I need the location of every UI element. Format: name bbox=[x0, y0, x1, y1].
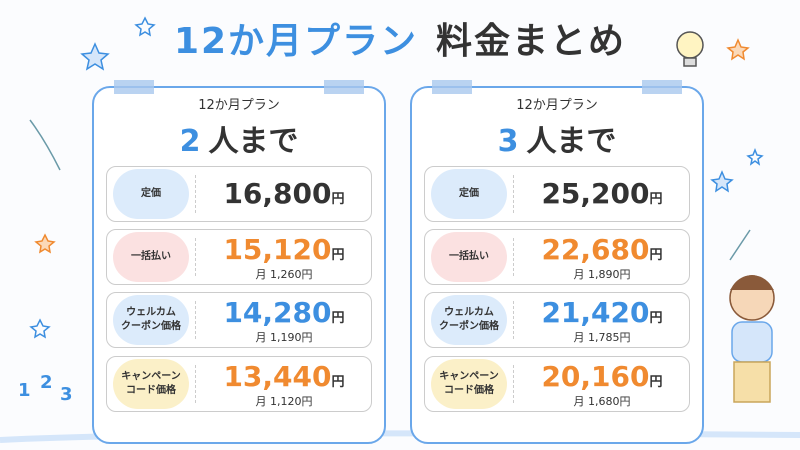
price: 13,440円 bbox=[197, 360, 371, 393]
tape bbox=[114, 80, 154, 94]
title-rest: 料金まとめ bbox=[436, 21, 627, 62]
price-row: 定価 16,800円 bbox=[106, 166, 372, 222]
divider bbox=[195, 365, 196, 403]
price-label: 定価 bbox=[431, 169, 507, 219]
monthly-price: 月 1,190円 bbox=[255, 331, 313, 344]
member-suffix: 人まで bbox=[208, 124, 299, 159]
monthly-price: 月 1,890円 bbox=[573, 268, 631, 281]
price-value: 21,420 bbox=[541, 296, 650, 329]
price: 21,420円 bbox=[515, 296, 689, 329]
price-row: ウェルカム クーポン価格 14,280円月 1,190円 bbox=[106, 292, 372, 348]
label-line: クーポン価格 bbox=[439, 321, 499, 332]
price-unit: 円 bbox=[331, 192, 345, 207]
price-label: キャンペーン コード価格 bbox=[431, 359, 507, 409]
price-label: 一括払い bbox=[113, 232, 189, 282]
label-line: キャンペーン bbox=[439, 371, 499, 382]
title: 12か月プラン 料金まとめ bbox=[0, 12, 800, 64]
monthly-price: 月 1,680円 bbox=[573, 395, 631, 408]
divider bbox=[513, 301, 514, 339]
label-line: コード価格 bbox=[126, 385, 176, 396]
decor-number: 3 bbox=[60, 384, 73, 405]
divider bbox=[195, 175, 196, 213]
card-subtitle: 12か月プラン bbox=[198, 98, 280, 113]
label-line: 一括払い bbox=[449, 251, 489, 262]
price-label: 一括払い bbox=[431, 232, 507, 282]
divider bbox=[195, 238, 196, 276]
label-line: クーポン価格 bbox=[121, 321, 181, 332]
price-unit: 円 bbox=[331, 311, 345, 326]
price-value: 13,440 bbox=[223, 360, 332, 393]
divider bbox=[513, 175, 514, 213]
price-label: ウェルカムクーポン価格 bbox=[113, 295, 189, 345]
price-row: キャンペーン コード価格 20,160円月 1,680円 bbox=[424, 356, 690, 412]
price: 22,680円 bbox=[515, 233, 689, 266]
card-heading: 2 人まで bbox=[94, 116, 384, 160]
price: 25,200円 bbox=[515, 177, 689, 210]
plan-card: 12か月プラン 2 人まで 定価 16,800円 一括払い 15,120円月 1,260円ウ… bbox=[92, 80, 386, 444]
plan-card: 12か月プラン 3 人まで 定価 25,200円 一括払い 22,680円月 1,890円ウ… bbox=[410, 80, 704, 444]
member-count: 2 bbox=[179, 124, 201, 159]
member-suffix: 人まで bbox=[526, 124, 617, 159]
price-row: ウェルカム クーポン価格 21,420円月 1,785円 bbox=[424, 292, 690, 348]
title-plan: 12か月プラン bbox=[173, 21, 419, 62]
label-line: ウェルカム bbox=[126, 307, 176, 318]
divider bbox=[513, 365, 514, 403]
price-unit: 円 bbox=[649, 311, 663, 326]
decor-number: 1 bbox=[18, 380, 31, 401]
price: 14,280円 bbox=[197, 296, 371, 329]
price-value: 14,280 bbox=[223, 296, 332, 329]
price-value: 15,120 bbox=[223, 233, 332, 266]
price-unit: 円 bbox=[331, 375, 345, 390]
price: 16,800円 bbox=[197, 177, 371, 210]
member-count: 3 bbox=[497, 124, 519, 159]
price-row: キャンペーン コード価格 13,440円月 1,120円 bbox=[106, 356, 372, 412]
price-unit: 円 bbox=[331, 248, 345, 263]
monthly-price: 月 1,260円 bbox=[255, 268, 313, 281]
price-label: ウェルカムクーポン価格 bbox=[431, 295, 507, 345]
label-line: ウェルカム bbox=[444, 307, 494, 318]
monthly-price: 月 1,785円 bbox=[573, 331, 631, 344]
price-row: 一括払い 22,680円月 1,890円 bbox=[424, 229, 690, 285]
divider bbox=[195, 301, 196, 339]
monthly-price: 月 1,120円 bbox=[255, 395, 313, 408]
label-line: キャンペーン bbox=[121, 371, 181, 382]
price: 20,160円 bbox=[515, 360, 689, 393]
price-row: 一括払い 15,120円月 1,260円 bbox=[106, 229, 372, 285]
label-line: 定価 bbox=[141, 188, 161, 199]
decor-number: 2 bbox=[40, 372, 53, 393]
price-value: 25,200 bbox=[541, 177, 650, 210]
tape bbox=[432, 80, 472, 94]
card-heading: 3 人まで bbox=[412, 116, 702, 160]
divider bbox=[513, 238, 514, 276]
label-line: 定価 bbox=[459, 188, 479, 199]
tape bbox=[324, 80, 364, 94]
price-value: 22,680 bbox=[541, 233, 650, 266]
label-line: 一括払い bbox=[131, 251, 171, 262]
price-unit: 円 bbox=[649, 375, 663, 390]
tape bbox=[642, 80, 682, 94]
price-unit: 円 bbox=[649, 248, 663, 263]
price-value: 16,800 bbox=[223, 177, 332, 210]
label-line: コード価格 bbox=[444, 385, 494, 396]
price-unit: 円 bbox=[649, 192, 663, 207]
price-label: キャンペーン コード価格 bbox=[113, 359, 189, 409]
card-subtitle: 12か月プラン bbox=[516, 98, 598, 113]
price-row: 定価 25,200円 bbox=[424, 166, 690, 222]
price-value: 20,160 bbox=[541, 360, 650, 393]
price: 15,120円 bbox=[197, 233, 371, 266]
price-label: 定価 bbox=[113, 169, 189, 219]
